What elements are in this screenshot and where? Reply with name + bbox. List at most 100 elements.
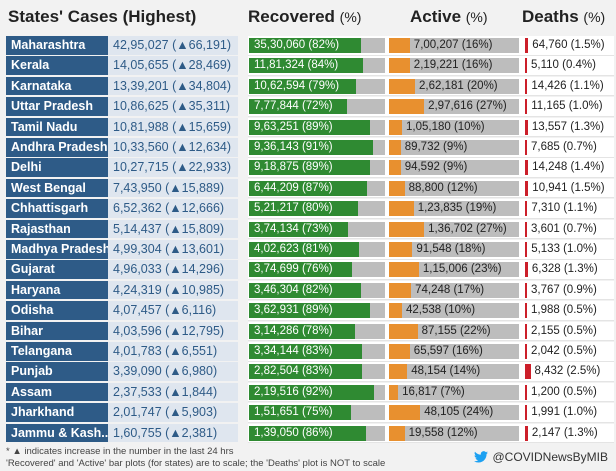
active-cell: 19,558 (12%) [388, 423, 522, 444]
state-name: Punjab [6, 362, 108, 382]
recovered-bar [249, 119, 371, 135]
active-track [389, 384, 519, 400]
recovered-track [249, 242, 385, 257]
recovered-cell: 9,63,251 (89%) [248, 117, 388, 138]
deaths-label: 5,133 (1.0%) [531, 243, 598, 255]
table-row: West Bengal 7,43,950 (▲15,889) 6,44,209 (8… [6, 178, 614, 199]
deaths-bar [525, 140, 527, 155]
deaths-label: 3,601 (0.7%) [531, 222, 597, 235]
deaths-label: 6,328 (1.3%) [531, 263, 598, 276]
active-label: 19,558 (12%) [408, 426, 478, 439]
recovered-label: 2,82,504 (83%) [254, 365, 333, 378]
deaths-label: 1,991 (1.0%) [531, 406, 598, 419]
active-cell: 42,538 (10%) [388, 301, 522, 321]
deaths-cell: 10,941 (1.5%) [522, 178, 614, 199]
header-active-pct: (%) [465, 9, 488, 25]
twitter-icon [474, 451, 489, 463]
recovered-track [249, 384, 385, 400]
deaths-label: 14,426 (1.1%) [531, 79, 604, 92]
active-bar [389, 78, 415, 94]
active-track [389, 160, 519, 176]
deaths-cell: 2,155 (0.5%) [522, 321, 614, 342]
active-track [389, 78, 519, 94]
active-bar [389, 140, 401, 155]
deaths-bar [525, 38, 529, 53]
recovered-bar [249, 242, 360, 257]
active-track [389, 201, 519, 217]
recovered-track [249, 201, 385, 217]
table-row: Tamil Nadu 10,81,988 (▲15,659) 9,63,251 (8… [6, 117, 614, 138]
active-label: 2,97,616 (27%) [428, 100, 507, 113]
active-track [389, 221, 519, 237]
deaths-bar [525, 262, 528, 278]
active-label: 2,19,221 (16%) [413, 59, 493, 72]
recovered-track [249, 262, 385, 278]
recovered-track [249, 180, 385, 196]
recovered-label: 9,18,875 (89%) [254, 161, 333, 174]
active-bar [389, 221, 425, 237]
state-cases: 4,01,783 (▲6,551) [108, 342, 238, 362]
active-cell: 88,800 (12%) [388, 178, 522, 199]
footnote-scale: 'Recovered' and 'Active' bar plots (for … [6, 458, 386, 469]
deaths-cell: 7,310 (1.1%) [522, 199, 614, 219]
header-recovered-pct: (%) [339, 9, 362, 25]
active-bar [389, 99, 425, 115]
active-label: 2,62,181 (20%) [419, 79, 498, 92]
active-track [389, 180, 519, 196]
active-bar [389, 425, 405, 441]
recovered-label: 11,81,324 (84%) [254, 59, 339, 72]
recovered-label: 2,19,516 (92%) [254, 385, 333, 398]
deaths-label: 5,110 (0.4%) [531, 59, 596, 72]
recovered-bar [249, 364, 362, 380]
deaths-bar [525, 58, 527, 74]
table-row: Punjab 3,39,090 (▲6,980) 2,82,504 (83%) 48,… [6, 362, 614, 382]
state-cases: 1,60,755 (▲2,381) [108, 423, 238, 444]
deaths-bar [525, 384, 527, 400]
active-label: 65,597 (16%) [413, 345, 483, 357]
state-name: Uttar Pradesh [6, 97, 108, 117]
deaths-bar [525, 323, 527, 339]
deaths-label: 64,760 (1.5%) [532, 39, 605, 51]
deaths-bar [525, 242, 528, 257]
deaths-bar [525, 99, 528, 115]
active-label: 1,36,702 (27%) [428, 222, 507, 235]
active-cell: 48,105 (24%) [388, 403, 522, 423]
state-name: Jharkhand [6, 403, 108, 423]
deaths-label: 2,042 (0.5%) [531, 345, 597, 357]
state-cases: 4,03,596 (▲12,795) [108, 321, 238, 342]
recovered-cell: 3,14,286 (78%) [248, 321, 388, 342]
table-row: Odisha 4,07,457 (▲6,116) 3,62,931 (89%) 42,… [6, 301, 614, 321]
active-label: 89,732 (9%) [404, 141, 468, 153]
recovered-cell: 7,77,844 (72%) [248, 97, 388, 117]
deaths-label: 1,200 (0.5%) [531, 385, 597, 398]
recovered-track [249, 140, 385, 155]
recovered-track [249, 344, 385, 359]
recovered-bar [249, 99, 347, 115]
recovered-bar [249, 78, 357, 94]
table-row: Telangana 4,01,783 (▲6,551) 3,34,144 (83%)… [6, 342, 614, 362]
recovered-track [249, 323, 385, 339]
deaths-label: 2,147 (1.3%) [531, 426, 598, 439]
deaths-bar [525, 221, 527, 237]
table-row: Gujarat 4,96,033 (▲14,296) 3,74,699 (76%) 1… [6, 260, 614, 280]
state-name: Telangana [6, 342, 108, 362]
deaths-label: 10,941 (1.5%) [532, 181, 605, 194]
state-cases: 3,39,090 (▲6,980) [108, 362, 238, 382]
active-track [389, 262, 519, 278]
recovered-cell: 5,21,217 (80%) [248, 199, 388, 219]
active-track [389, 38, 519, 53]
deaths-bar [525, 303, 527, 319]
active-label: 1,23,835 (19%) [417, 202, 497, 215]
active-label: 1,15,006 (23%) [422, 263, 502, 276]
deaths-label: 14,248 (1.4%) [532, 161, 605, 174]
active-cell: 74,248 (17%) [388, 280, 522, 301]
recovered-track [249, 405, 385, 421]
state-cases: 4,24,319 (▲10,985) [108, 280, 238, 301]
recovered-cell: 9,18,875 (89%) [248, 158, 388, 178]
recovered-cell: 3,62,931 (89%) [248, 301, 388, 321]
active-bar [389, 405, 421, 421]
recovered-track [249, 425, 385, 441]
active-label: 1,05,180 (10%) [406, 120, 485, 133]
recovered-bar [249, 323, 356, 339]
recovered-label: 9,63,251 (89%) [254, 120, 333, 133]
